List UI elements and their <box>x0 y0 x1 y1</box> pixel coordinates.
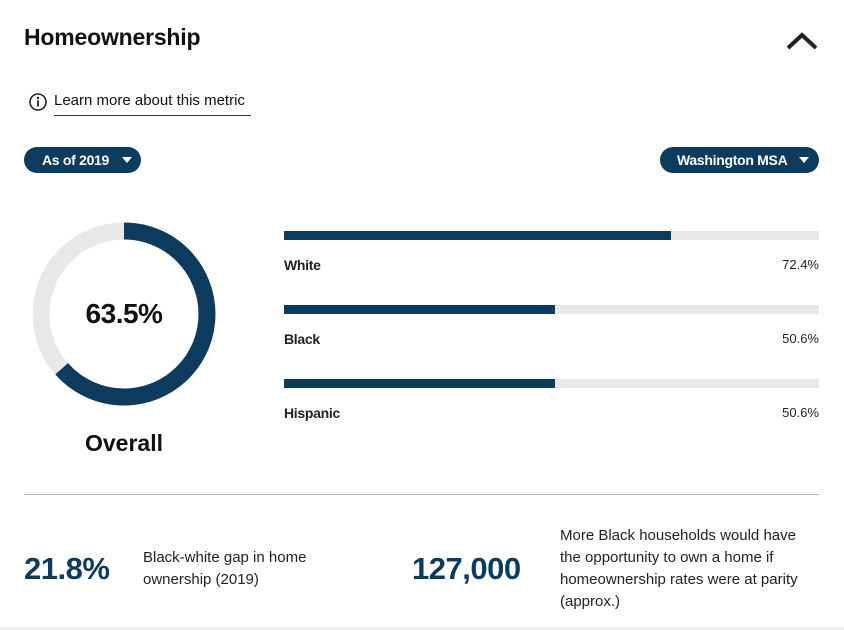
bar-fill-black <box>284 305 555 314</box>
bar-fill-hispanic <box>284 379 555 388</box>
bottom-edge <box>0 627 844 630</box>
bar-value-label: 50.6% <box>782 331 819 346</box>
overall-value: 63.5% <box>85 298 163 329</box>
gap-stat-description: Black-white gap in home ownership (2019) <box>143 549 307 588</box>
overall-donut-chart: 63.5% <box>31 221 217 407</box>
bar-fill-white <box>284 231 672 240</box>
learn-more-link[interactable]: Learn more about this metric <box>28 90 251 116</box>
donut-value-arc <box>32 222 216 406</box>
households-stat-description: More Black households would have the opp… <box>560 527 798 610</box>
bar-label: Black <box>284 331 320 347</box>
bar-label: White <box>284 257 321 273</box>
caret-down-icon <box>799 157 809 163</box>
learn-more-label[interactable]: Learn more about this metric <box>54 90 251 116</box>
info-icon <box>29 93 47 111</box>
caret-down-icon <box>122 157 132 163</box>
bar-value-label: 72.4% <box>782 257 819 272</box>
gap-stat-value: 21.8% <box>24 551 110 586</box>
bar-label: Hispanic <box>284 405 340 421</box>
bar-value-label: 50.6% <box>782 405 819 420</box>
region-dropdown[interactable]: Washington MSA <box>660 147 819 173</box>
overall-caption: Overall <box>85 430 163 456</box>
bar-track <box>284 231 819 240</box>
section-title: Homeownership <box>24 24 201 50</box>
bar-track <box>284 305 819 314</box>
year-dropdown-value: As of 2019 <box>42 152 110 168</box>
chevron-up-icon <box>786 32 818 50</box>
bar-track <box>284 379 819 388</box>
divider <box>24 494 819 495</box>
region-dropdown-value: Washington MSA <box>677 152 788 168</box>
households-stat-value: 127,000 <box>412 551 521 586</box>
year-dropdown[interactable]: As of 2019 <box>24 147 141 173</box>
collapse-button[interactable] <box>782 26 822 58</box>
